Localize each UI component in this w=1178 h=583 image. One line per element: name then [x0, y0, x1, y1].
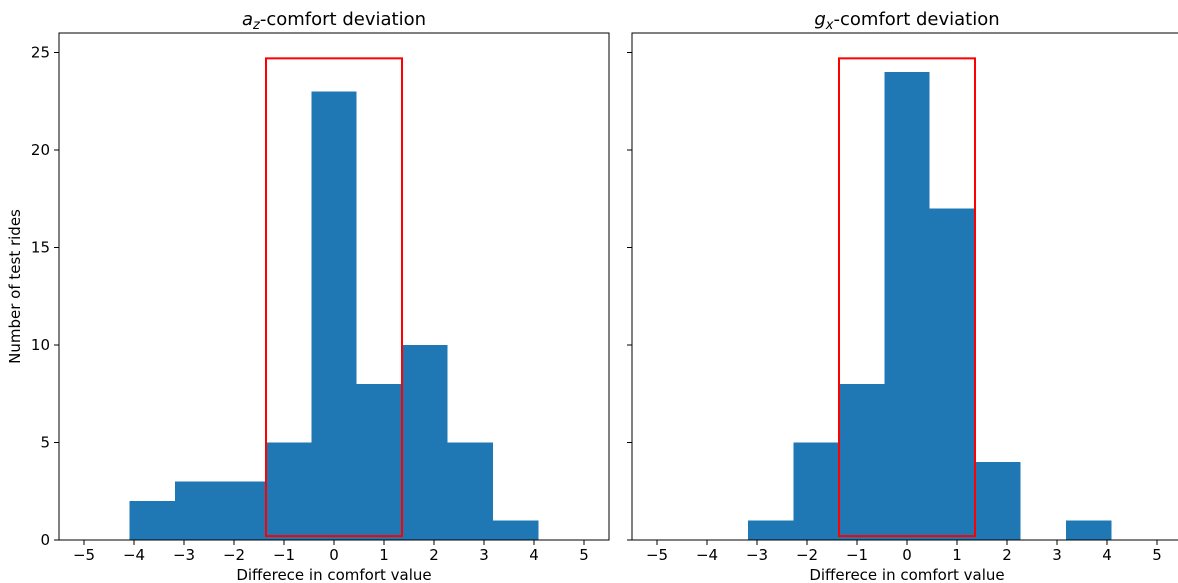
title-variable: a: [242, 9, 253, 30]
x-tick-label: −2: [223, 546, 245, 564]
y-tick-label: 0: [40, 531, 50, 549]
histogram-bar: [447, 442, 493, 540]
title-suffix: -comfort deviation: [834, 9, 1000, 30]
y-tick-label: 20: [31, 141, 50, 159]
histogram-bar: [884, 72, 930, 540]
x-tick-label: 5: [579, 546, 589, 564]
x-tick-label: 4: [529, 546, 539, 564]
y-tick-label: 10: [31, 336, 50, 354]
histogram-bar: [175, 481, 221, 540]
histogram-bar: [266, 442, 312, 540]
x-tick-label: −3: [173, 546, 195, 564]
chart-panel-1: −5 −4 −3 −2 −1 0 1 2 3 4 5 0 5 10 15 20 25 az-comfort dev…: [6, 9, 610, 583]
x-tick-label: −5: [73, 546, 95, 564]
title-variable: g: [814, 9, 825, 30]
chart-title: az-comfort deviation: [242, 9, 426, 33]
histogram-bar: [356, 384, 402, 540]
x-tick-label: 1: [952, 546, 962, 564]
histogram-bar: [793, 442, 839, 540]
chart-panel-2: −5 −4 −3 −2 −1 0 1 2 3 4 5 gx-comfort deviation Diff…: [627, 9, 1178, 583]
x-tick-label: −1: [273, 546, 295, 564]
x-tick-label: 0: [902, 546, 912, 564]
x-tick-label: 3: [1052, 546, 1062, 564]
y-tick-label: 25: [31, 44, 50, 62]
x-tick-label: −1: [846, 546, 868, 564]
histogram-bar: [839, 384, 885, 540]
x-tick-label: 2: [1002, 546, 1012, 564]
x-tick-label: −4: [123, 546, 145, 564]
x-axis-label: Differece in comfort value: [809, 566, 1004, 583]
histogram-bar: [975, 462, 1021, 540]
y-tick-label: 5: [40, 434, 50, 452]
x-tick-label: −3: [746, 546, 768, 564]
title-subscript: z: [252, 18, 261, 33]
y-tick-label: 15: [31, 239, 50, 257]
x-tick-label: 0: [329, 546, 339, 564]
x-tick-label: 4: [1102, 546, 1112, 564]
x-tick-label: 3: [479, 546, 489, 564]
x-tick-label: −2: [796, 546, 818, 564]
histogram-bar: [402, 345, 448, 540]
x-tick-label: 1: [379, 546, 389, 564]
histogram-bar: [493, 520, 539, 540]
histogram-bar: [748, 520, 794, 540]
histogram-bar: [1066, 520, 1112, 540]
highlight-box: [265, 57, 403, 538]
x-axis-label: Differece in comfort value: [236, 566, 431, 583]
chart-title: gx-comfort deviation: [814, 9, 999, 33]
title-subscript: x: [825, 18, 834, 33]
histogram-bar: [129, 501, 175, 540]
histogram-bar: [220, 481, 266, 540]
x-tick-label: −4: [696, 546, 718, 564]
histogram-bar: [929, 208, 975, 540]
x-tick-label: −5: [646, 546, 668, 564]
highlight-box: [838, 57, 976, 538]
x-tick-label: 5: [1152, 546, 1162, 564]
x-tick-label: 2: [429, 546, 439, 564]
title-suffix: -comfort deviation: [260, 9, 426, 30]
y-axis-label: Number of test rides: [6, 209, 24, 364]
histogram-bar: [311, 91, 357, 540]
